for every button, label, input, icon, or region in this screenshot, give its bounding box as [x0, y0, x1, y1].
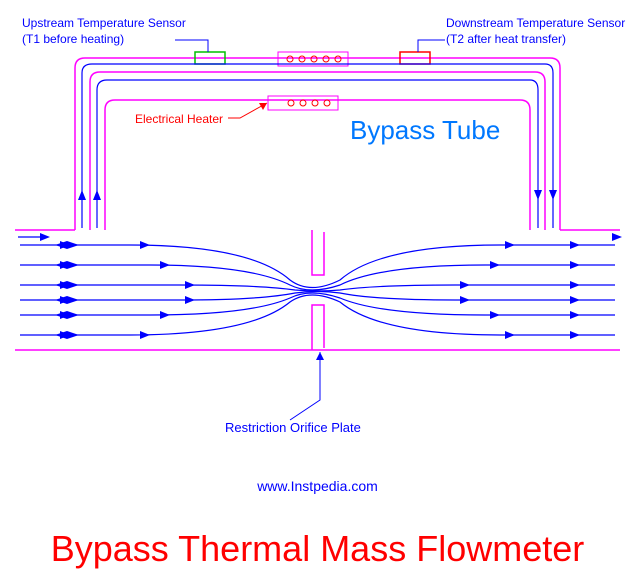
- orifice-leader: [290, 352, 320, 420]
- website-text: www.Instpedia.com: [0, 478, 635, 494]
- diagram-title: Bypass Thermal Mass Flowmeter: [0, 528, 635, 570]
- heater-label: Electrical Heater: [135, 112, 223, 128]
- upstream-label: Upstream Temperature Sensor (T1 before h…: [22, 16, 186, 47]
- bypass-flow-lines: [82, 64, 553, 228]
- main-flow-lines: [20, 245, 615, 335]
- downstream-leader: [418, 40, 445, 52]
- orifice-bottom: [312, 305, 324, 350]
- heater-inner: [268, 96, 338, 110]
- main-flow-arrows-left: [55, 241, 79, 339]
- downstream-label: Downstream Temperature Sensor (T2 after …: [446, 16, 625, 47]
- flowmeter-diagram: [0, 0, 635, 585]
- orifice-top: [312, 230, 324, 275]
- orifice-label: Restriction Orifice Plate: [225, 420, 361, 437]
- bypass-label: Bypass Tube: [350, 115, 500, 146]
